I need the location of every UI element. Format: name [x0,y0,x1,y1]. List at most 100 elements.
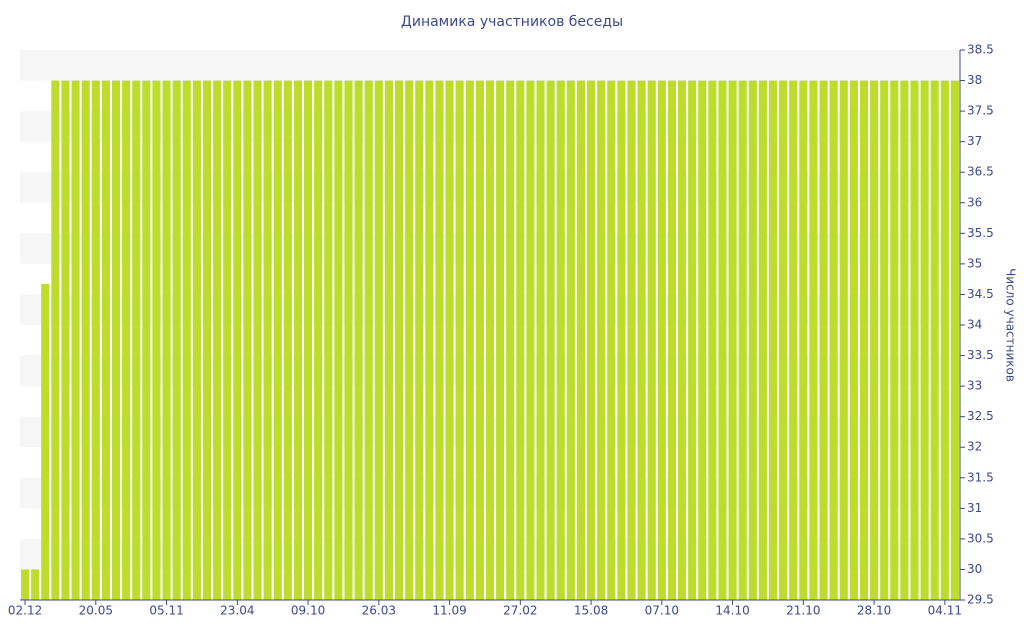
bar [940,80,949,601]
bar [71,80,80,601]
bar [101,80,110,601]
bar [566,80,575,601]
bar [142,80,151,601]
y-tick-label: 29.5 [967,593,994,607]
x-tick-label: 28.10 [857,604,891,618]
y-tick-label: 36 [967,195,982,209]
bar [182,80,191,601]
bar [384,80,393,601]
bar [111,80,121,601]
y-tick-label: 35 [967,256,982,270]
bar [718,80,727,601]
bar [536,80,545,601]
bar [637,80,646,601]
y-tick-label: 37 [967,134,982,148]
x-tick-label: 05.11 [149,604,183,618]
bar [688,80,697,601]
grid-band [20,50,960,81]
bar [394,80,404,601]
bar [849,80,858,601]
bar [738,80,747,601]
bar [445,80,454,601]
bar [647,80,656,601]
bar [667,80,676,601]
bar [152,80,161,601]
bar [698,80,707,601]
bar [920,80,929,601]
bar [809,80,818,601]
bar [597,80,606,601]
bar [81,80,90,601]
x-tick-label: 27.02 [503,604,537,618]
x-tick-label: 07.10 [645,604,679,618]
bar [192,80,201,601]
bar [728,80,737,601]
x-tick-label: 14.10 [715,604,749,618]
y-tick-label: 34 [967,318,982,332]
bar [880,80,889,601]
bar [768,80,778,601]
bar [304,80,313,601]
x-tick-label: 09.10 [291,604,325,618]
bar [41,284,50,600]
bar [283,80,292,601]
y-tick-label: 38 [967,73,982,87]
bar [950,80,959,601]
bar [819,80,828,601]
bar [475,80,484,601]
bar [900,80,909,601]
bar [617,80,626,601]
x-tick-label: 02.12 [8,604,42,618]
bar [526,80,535,601]
x-tick-label: 15.08 [574,604,608,618]
bar [31,569,40,600]
y-tick-label: 36.5 [967,165,994,179]
y-tick-label: 32 [967,440,982,454]
y-tick-label: 38.5 [967,43,994,57]
bar [415,80,424,601]
bar [607,80,616,601]
bar [21,569,30,600]
bar [273,80,282,601]
bar [334,80,343,601]
y-tick-label: 33 [967,379,982,393]
y-tick-label: 32.5 [967,409,994,423]
x-tick-label: 26.03 [362,604,396,618]
bar [233,80,242,601]
x-tick-label: 11.09 [432,604,466,618]
bar [890,80,899,601]
bar [930,80,939,601]
bar [556,80,565,601]
bar [829,80,838,601]
bar [587,80,596,601]
bar [374,80,383,601]
bar [546,80,555,601]
bar [496,80,505,601]
bar [910,80,919,601]
y-tick-label: 31.5 [967,470,994,484]
bar [132,80,141,601]
x-tick-label: 04.11 [928,604,962,618]
bar [243,80,252,601]
bar [425,80,434,601]
bar [162,80,171,601]
y-tick-label: 30.5 [967,531,994,545]
bar [172,80,181,601]
bar [253,80,262,601]
bar [779,80,788,601]
x-tick-label: 20.05 [79,604,113,618]
y-tick-label: 31 [967,501,982,515]
bar [799,80,808,601]
bar [516,80,525,601]
bar [657,80,666,601]
x-tick-label: 21.10 [786,604,820,618]
x-tick-label: 23.04 [220,604,254,618]
bar [51,80,60,601]
bar [789,80,798,601]
bar [506,80,515,601]
bar [435,80,444,601]
bar [354,80,363,601]
y-tick-label: 30 [967,562,982,576]
y-tick-label: 34.5 [967,287,994,301]
